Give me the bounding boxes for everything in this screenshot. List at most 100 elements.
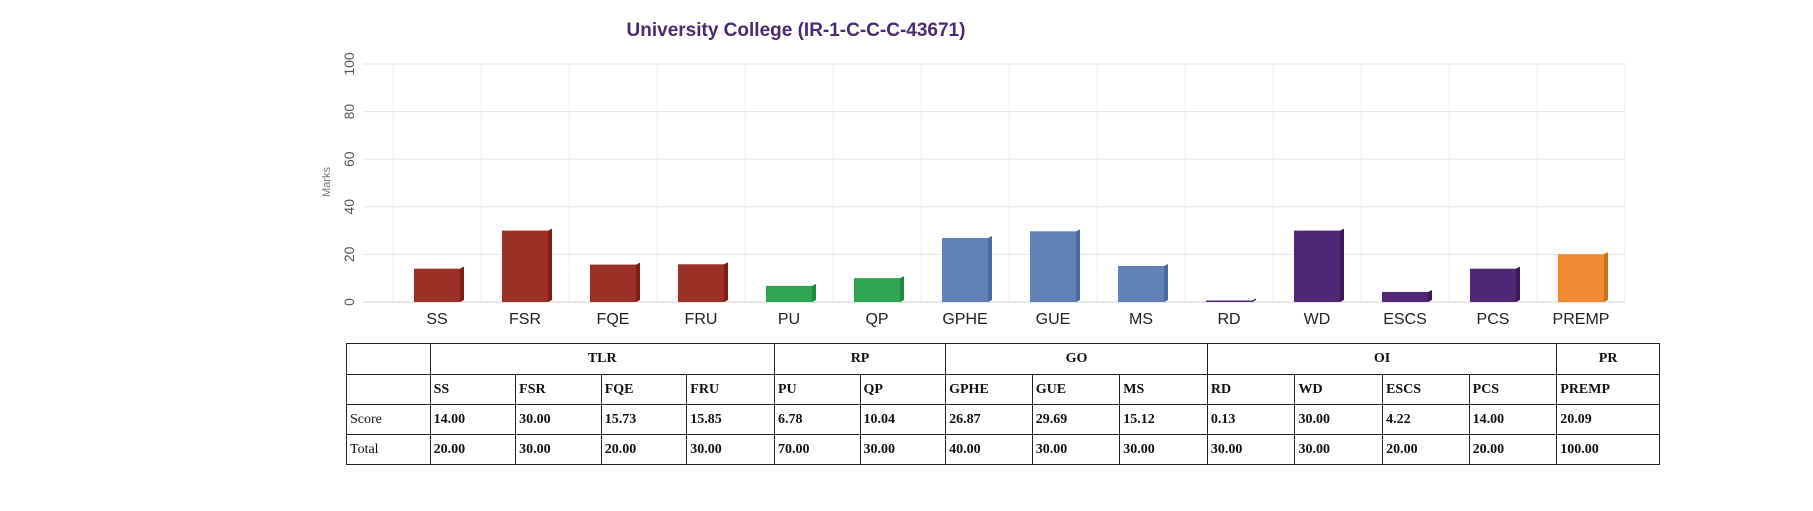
x-tick-label: GUE	[1036, 311, 1071, 328]
y-tick-label: 40	[341, 199, 357, 215]
bar-front	[854, 278, 900, 302]
bar-front	[1470, 268, 1516, 302]
bar-side	[1252, 298, 1256, 302]
score-cell: 0.13	[1206, 404, 1296, 435]
bar-side	[1604, 252, 1608, 302]
bar	[766, 283, 816, 302]
code-header-cell: FSR	[515, 374, 602, 405]
x-tick-label: FSR	[509, 311, 541, 328]
score-cell: 30.00	[1294, 404, 1384, 435]
bar	[1118, 264, 1168, 302]
score-cell: 15.85	[686, 404, 775, 435]
group-header-cell: GO	[945, 343, 1208, 375]
y-axis-ticks: 0 20 40 60 80 100	[341, 52, 357, 306]
code-header-cell: GPHE	[945, 374, 1033, 405]
x-tick-label: PU	[778, 311, 800, 328]
bar-front	[1294, 230, 1340, 302]
code-header-cell: PU	[773, 374, 861, 405]
bar-side	[812, 283, 816, 302]
bar-side	[1516, 266, 1520, 302]
total-row: Total 20.00 30.00 20.00 30.00 70.00 30.00 40.0…	[346, 434, 1660, 465]
bar	[942, 236, 992, 302]
bar-side	[1428, 289, 1432, 302]
group-header-cell: PR	[1556, 343, 1660, 375]
total-cell: 30.00	[1294, 434, 1384, 465]
empty-corner-cell	[346, 374, 431, 405]
code-header-cell: GUE	[1031, 374, 1121, 405]
total-cell: 30.00	[859, 434, 947, 465]
total-cell: 30.00	[1119, 434, 1208, 465]
bar-side	[988, 236, 992, 302]
code-header-cell: MS	[1119, 374, 1208, 405]
y-axis-title: Marks	[321, 167, 333, 197]
x-tick-label: PCS	[1477, 311, 1510, 328]
x-tick-label: FQE	[597, 311, 630, 328]
bar	[414, 266, 464, 302]
code-header-cell: FQE	[600, 374, 688, 405]
total-cell: 20.00	[600, 434, 688, 465]
total-cell: 30.00	[686, 434, 775, 465]
code-header-cell: WD	[1294, 374, 1384, 405]
empty-corner-cell	[346, 343, 431, 375]
code-header-row: SS FSR FQE FRU PU QP GPHE GUE MS RD WD ESCS PCS PREMP	[346, 374, 1660, 405]
bar-front	[1382, 291, 1428, 302]
x-tick-label: ESCS	[1383, 311, 1427, 328]
bar	[678, 262, 728, 302]
y-tick-label: 0	[341, 298, 357, 306]
code-header-cell: ESCS	[1382, 374, 1470, 405]
code-header-cell: FRU	[686, 374, 775, 405]
score-cell: 4.22	[1382, 404, 1470, 435]
bar	[590, 262, 640, 302]
score-cell: 29.69	[1031, 404, 1121, 435]
total-cell: 30.00	[1031, 434, 1121, 465]
code-header-cell: PCS	[1468, 374, 1558, 405]
chart-title: University College (IR-1-C-C-C-43671)	[627, 20, 966, 41]
bar-front	[502, 230, 548, 302]
bar	[1470, 266, 1520, 302]
bar-front	[1030, 231, 1076, 302]
x-tick-label: RD	[1217, 311, 1240, 328]
x-tick-label: MS	[1129, 311, 1153, 328]
score-row: Score 14.00 30.00 15.73 15.85 6.78 10.04 26.87…	[346, 404, 1660, 435]
bar-side	[636, 262, 640, 302]
y-tick-label: 60	[341, 151, 357, 167]
bar	[1294, 228, 1344, 302]
bar	[1206, 298, 1256, 302]
x-tick-label: GPHE	[942, 311, 987, 328]
total-row-label: Total	[346, 434, 431, 465]
x-tick-label: WD	[1304, 311, 1331, 328]
bar-front	[766, 285, 812, 302]
score-row-label: Score	[346, 404, 431, 435]
bars	[414, 228, 1608, 302]
total-cell: 30.00	[1206, 434, 1296, 465]
bar-front	[590, 264, 636, 302]
score-cell: 26.87	[945, 404, 1033, 435]
bar-side	[1076, 229, 1080, 302]
bar-side	[548, 228, 552, 302]
score-cell: 14.00	[1468, 404, 1558, 435]
score-table: TLR RP GO OI PR SS FSR FQE FRU PU QP GPHE GUE MS RD WD…	[346, 343, 1660, 465]
total-cell: 20.00	[1468, 434, 1558, 465]
x-tick-label: FRU	[685, 311, 718, 328]
code-header-cell: QP	[859, 374, 947, 405]
bar-front	[942, 238, 988, 302]
bar-front	[1206, 300, 1252, 302]
total-cell: 40.00	[945, 434, 1033, 465]
score-cell: 14.00	[429, 404, 517, 435]
bar-front	[678, 264, 724, 302]
score-cell: 15.73	[600, 404, 688, 435]
total-cell: 30.00	[515, 434, 602, 465]
total-cell: 20.00	[429, 434, 517, 465]
bar-side	[900, 276, 904, 302]
total-cell: 100.00	[1556, 434, 1660, 465]
x-tick-label: QP	[865, 311, 888, 328]
group-header-cell: OI	[1206, 343, 1558, 375]
x-tick-label: PREMP	[1553, 311, 1610, 328]
bar	[854, 276, 904, 302]
score-cell: 10.04	[859, 404, 947, 435]
grid-lines	[363, 63, 1626, 303]
bar-side	[724, 262, 728, 302]
score-cell: 20.09	[1556, 404, 1660, 435]
group-header-cell: RP	[773, 343, 947, 375]
y-tick-label: 100	[341, 52, 357, 76]
